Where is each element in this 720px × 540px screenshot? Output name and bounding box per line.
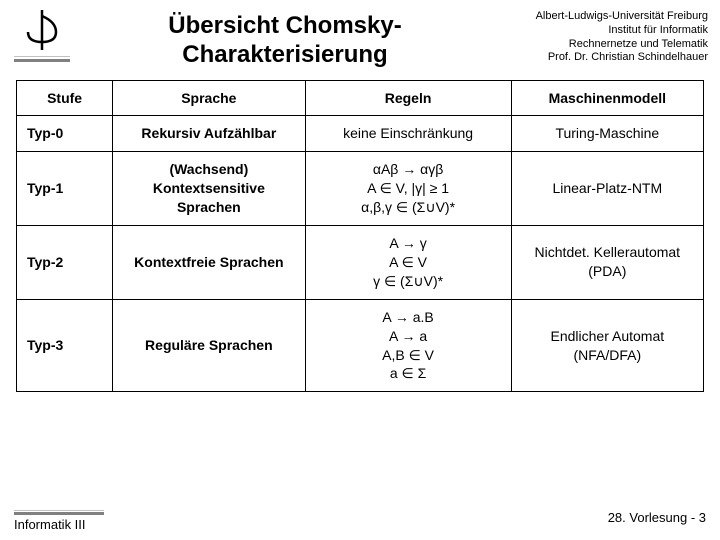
- uni-logo-icon: [20, 8, 64, 52]
- slide-title: Übersicht Chomsky- Charakterisierung: [84, 8, 486, 70]
- title-line-2: Charakterisierung: [84, 41, 486, 70]
- hdr-stufe: Stufe: [17, 80, 113, 116]
- table-header-row: Stufe Sprache Regeln Maschinenmodell: [17, 80, 704, 116]
- affil-line-3: Rechnernetze und Telematik: [498, 38, 708, 52]
- footer-left-text: Informatik III: [14, 517, 86, 532]
- footer-underline: [14, 510, 104, 515]
- cell-stufe: Typ-3: [17, 299, 113, 392]
- affiliation-block: Albert-Ludwigs-Universität Freiburg Inst…: [498, 8, 708, 65]
- cell-regeln: A → γA ∈ Vγ ∈ (Σ∪V)*: [305, 226, 511, 300]
- cell-regeln: A → a.BA → aA,B ∈ Va ∈ Σ: [305, 299, 511, 392]
- table-row: Typ-1 (Wachsend) Kontextsensitive Sprach…: [17, 152, 704, 226]
- cell-maschine: Endlicher Automat (NFA/DFA): [511, 299, 703, 392]
- cell-stufe: Typ-0: [17, 116, 113, 152]
- affil-line-1: Albert-Ludwigs-Universität Freiburg: [498, 10, 708, 24]
- cell-maschine: Linear-Platz-NTM: [511, 152, 703, 226]
- cell-sprache: Rekursiv Aufzählbar: [113, 116, 305, 152]
- cell-regeln: αAβ → αγβA ∈ V, |γ| ≥ 1α,β,γ ∈ (Σ∪V)*: [305, 152, 511, 226]
- cell-maschine: Turing-Maschine: [511, 116, 703, 152]
- cell-maschine: Nichtdet. Kellerautomat (PDA): [511, 226, 703, 300]
- footer-right-text: 28. Vorlesung - 3: [608, 510, 706, 532]
- slide-header: Übersicht Chomsky- Charakterisierung Alb…: [0, 0, 720, 74]
- cell-sprache: Kontextfreie Sprachen: [113, 226, 305, 300]
- cell-stufe: Typ-2: [17, 226, 113, 300]
- table-row: Typ-2 Kontextfreie Sprachen A → γA ∈ Vγ …: [17, 226, 704, 300]
- hdr-sprache: Sprache: [113, 80, 305, 116]
- affil-line-4: Prof. Dr. Christian Schindelhauer: [498, 51, 708, 65]
- logo-underline: [14, 56, 70, 62]
- affil-line-2: Institut für Informatik: [498, 24, 708, 38]
- cell-sprache: (Wachsend) Kontextsensitive Sprachen: [113, 152, 305, 226]
- title-line-1: Übersicht Chomsky-: [84, 12, 486, 41]
- logo-block: [12, 8, 72, 62]
- cell-regeln: keine Einschränkung: [305, 116, 511, 152]
- cell-sprache: Reguläre Sprachen: [113, 299, 305, 392]
- table-row: Typ-3 Reguläre Sprachen A → a.BA → aA,B …: [17, 299, 704, 392]
- hdr-maschine: Maschinenmodell: [511, 80, 703, 116]
- footer-left-block: Informatik III: [14, 510, 104, 532]
- chomsky-table: Stufe Sprache Regeln Maschinenmodell Typ…: [16, 80, 704, 393]
- hdr-regeln: Regeln: [305, 80, 511, 116]
- cell-stufe: Typ-1: [17, 152, 113, 226]
- slide-footer: Informatik III 28. Vorlesung - 3: [0, 510, 720, 532]
- table-row: Typ-0 Rekursiv Aufzählbar keine Einschrä…: [17, 116, 704, 152]
- table-container: Stufe Sprache Regeln Maschinenmodell Typ…: [0, 74, 720, 393]
